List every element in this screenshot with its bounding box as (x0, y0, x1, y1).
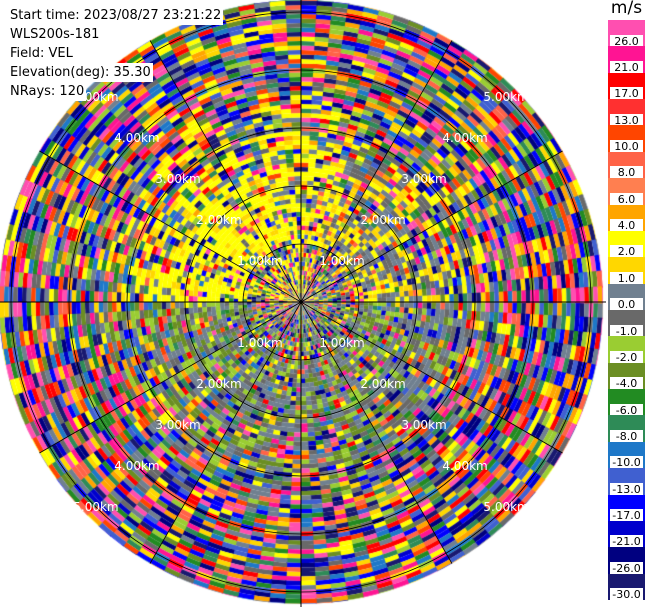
range-ring-label: 3.00km (401, 172, 446, 186)
azimuth-spoke (149, 40, 302, 303)
range-ring-label: 2.00km (360, 377, 405, 391)
azimuth-spoke (300, 301, 563, 454)
instrument-label: WLS200s-181 (10, 25, 102, 44)
azimuth-spoke (149, 301, 302, 564)
colorbar-tick-label: -26.0 (610, 561, 643, 575)
range-ring-label: 5.00km (483, 500, 528, 514)
info-panel: Start time: 2023/08/27 23:21:22 WLS200s-… (10, 6, 224, 101)
colorbar-tick-label: -8.0 (610, 429, 643, 443)
colorbar-tick-label: 8.0 (610, 166, 643, 180)
azimuth-spoke (39, 301, 302, 454)
range-ring-label: 1.00km (237, 336, 282, 350)
range-ring-label: 1.00km (237, 254, 282, 268)
field-label: Field: VEL (10, 44, 75, 63)
range-ring-label: 4.00km (442, 459, 487, 473)
colorbar-tick-label: -4.0 (610, 377, 643, 391)
colorbar-tick-label: 13.0 (610, 113, 643, 127)
range-ring-label: 4.00km (114, 131, 159, 145)
colorbar-tick-label: 21.0 (610, 60, 643, 74)
range-ring-label: 5.00km (483, 90, 528, 104)
range-ring-label: 4.00km (114, 459, 159, 473)
colorbar-tick-label: 2.0 (610, 245, 643, 259)
colorbar-tick-label: 4.0 (610, 219, 643, 233)
range-ring (242, 243, 360, 361)
colorbar-tick-label: 10.0 (610, 139, 643, 153)
colorbar-tick-label: -2.0 (610, 350, 643, 364)
range-ring-label: 2.00km (360, 213, 405, 227)
colorbar-title: m/s (610, 0, 643, 18)
colorbar-tick-label: -13.0 (610, 482, 643, 496)
range-ring-label: 2.00km (196, 213, 241, 227)
range-ring-label: 3.00km (155, 418, 200, 432)
range-ring-label: 4.00km (442, 131, 487, 145)
colorbar: 26.0 21.0 17.0 13.0 10.0 8.0 6.0 4.0 2.0 1.0 0.0 -1… (608, 20, 645, 602)
nrays-label: NRays: 120 (10, 82, 87, 101)
range-ring (126, 127, 476, 477)
azimuth-spoke (300, 40, 453, 303)
range-ring-label: 3.00km (401, 418, 446, 432)
colorbar-tick-label: 17.0 (610, 87, 643, 101)
range-ring-label: 5.00km (73, 500, 118, 514)
colorbar-tick-label: -17.0 (610, 509, 643, 523)
elevation-label: Elevation(deg): 35.30 (10, 63, 153, 82)
colorbar-tick-label: 0.0 (610, 298, 643, 312)
range-ring (184, 185, 418, 419)
colorbar-tick-label: -1.0 (610, 324, 643, 338)
colorbar-tick-label: -21.0 (610, 535, 643, 549)
start-time-label: Start time: 2023/08/27 23:21:22 (10, 6, 224, 25)
colorbar-tick-label: -30.0 (610, 588, 643, 602)
range-ring-label: 1.00km (319, 254, 364, 268)
range-ring-label: 1.00km (319, 336, 364, 350)
range-ring (68, 69, 534, 535)
colorbar-tick-label: 26.0 (610, 34, 643, 48)
colorbar-tick-label: -10.0 (610, 456, 643, 470)
range-ring (10, 11, 592, 593)
azimuth-spoke (300, 150, 563, 303)
range-ring-label: 3.00km (155, 172, 200, 186)
range-ring-label: 2.00km (196, 377, 241, 391)
colorbar-tick-label: 6.0 (610, 192, 643, 206)
colorbar-tick-label: -6.0 (610, 403, 643, 417)
azimuth-spoke (39, 150, 302, 303)
azimuth-spoke (300, 301, 453, 564)
colorbar-tick-label: 1.0 (610, 271, 643, 285)
